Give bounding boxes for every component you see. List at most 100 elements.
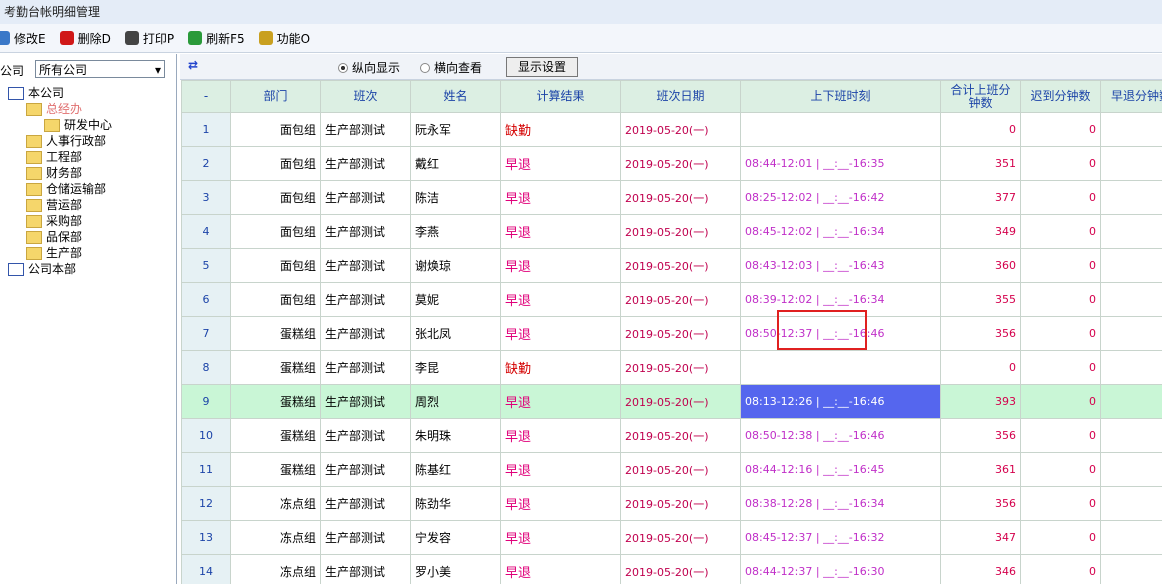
cell: 生产部测试 bbox=[320, 554, 411, 584]
folder-icon bbox=[26, 246, 42, 260]
cell: 0 bbox=[1020, 180, 1101, 215]
table-row[interactable]: 13 冻点组 生产部测试 宁发容 早退 2019-05-20(一) 08:45-12:37 … bbox=[181, 520, 1162, 555]
tree-node[interactable]: 公司本部 bbox=[8, 261, 76, 277]
tree-node[interactable]: 营运部 bbox=[26, 197, 82, 213]
sidebar: 公司 所有公司 ▾ 本公司 总经办 研发中心 人事行政部 工程部 财务部 仓储运输部 营运部 采购… bbox=[0, 54, 177, 584]
cell: 生产部测试 bbox=[320, 146, 411, 181]
cell bbox=[1100, 146, 1162, 181]
node-label: 总经办 bbox=[46, 102, 83, 116]
radio-label: 纵向显示 bbox=[352, 61, 401, 75]
cell: 冻点组 bbox=[230, 486, 321, 521]
cell bbox=[1100, 112, 1162, 147]
table-row[interactable]: 14 冻点组 生产部测试 罗小美 早退 2019-05-20(一) 08:44-12:37 … bbox=[181, 554, 1162, 584]
cell: 08:44-12:37 | __:__-16:30 bbox=[740, 554, 941, 584]
table-row[interactable]: 1 面包组 生产部测试 阮永军 缺勤 2019-05-20(一) 0 0 bbox=[181, 112, 1162, 147]
cell: 早退 bbox=[500, 554, 621, 584]
radio-vertical[interactable]: 纵向显示 bbox=[338, 59, 400, 76]
cell: 0 bbox=[940, 350, 1021, 385]
cell: 0 bbox=[1020, 486, 1101, 521]
tree-node[interactable]: 生产部 bbox=[26, 245, 82, 261]
tree-node[interactable]: 本公司 bbox=[8, 85, 64, 101]
cell: 349 bbox=[940, 214, 1021, 249]
table-row[interactable]: 8 蛋糕组 生产部测试 李昆 缺勤 2019-05-20(一) 0 0 bbox=[181, 350, 1162, 385]
cell: 蛋糕组 bbox=[230, 350, 321, 385]
cell: 2019-05-20(一) bbox=[620, 554, 741, 584]
table-row[interactable]: 2 面包组 生产部测试 戴红 早退 2019-05-20(一) 08:44-12:01 | … bbox=[181, 146, 1162, 181]
column-header: 计算结果 bbox=[500, 80, 621, 113]
cell: 早退 bbox=[500, 316, 621, 351]
cell bbox=[1100, 248, 1162, 283]
view-bar: ⇄ 纵向显示 横向查看 显示设置 bbox=[180, 54, 1162, 80]
cell: 面包组 bbox=[230, 248, 321, 283]
cell: 08:38-12:28 | __:__-16:34 bbox=[740, 486, 941, 521]
tree-node[interactable]: 采购部 bbox=[26, 213, 82, 229]
cell: 0 bbox=[940, 112, 1021, 147]
column-header: 部门 bbox=[230, 80, 321, 113]
cell: 李燕 bbox=[410, 214, 501, 249]
company-select[interactable]: 所有公司 ▾ bbox=[35, 60, 165, 78]
cell bbox=[1100, 316, 1162, 351]
cell: 早退 bbox=[500, 384, 621, 419]
cell: 面包组 bbox=[230, 282, 321, 317]
cell: 08:50-12:38 | __:__-16:46 bbox=[740, 418, 941, 453]
folder-icon bbox=[8, 86, 24, 100]
tree-node[interactable]: 研发中心 bbox=[44, 117, 112, 133]
cell: 0 bbox=[1020, 316, 1101, 351]
cell: 生产部测试 bbox=[320, 112, 411, 147]
settings-button[interactable]: 显示设置 bbox=[506, 57, 578, 77]
table-row[interactable]: 4 面包组 生产部测试 李燕 早退 2019-05-20(一) 08:45-12:02 | … bbox=[181, 214, 1162, 249]
table-row[interactable]: 3 面包组 生产部测试 陈洁 早退 2019-05-20(一) 08:25-12:02 | … bbox=[181, 180, 1162, 215]
column-header: 早退分钟数 bbox=[1100, 80, 1162, 113]
cell: 早退 bbox=[500, 418, 621, 453]
folder-icon bbox=[26, 166, 42, 180]
table-row[interactable]: 12 冻点组 生产部测试 陈劲华 早退 2019-05-20(一) 08:38-12:28 … bbox=[181, 486, 1162, 521]
tree-node[interactable]: 品保部 bbox=[26, 229, 82, 245]
cell bbox=[740, 350, 941, 385]
table-row[interactable]: 7 蛋糕组 生产部测试 张北凤 早退 2019-05-20(一) 08:50-12:37 |… bbox=[181, 316, 1162, 351]
toolbar-button[interactable]: 刷新F5 bbox=[188, 30, 245, 47]
window-title: 考勤台帐明细管理 bbox=[0, 0, 1162, 24]
node-label: 财务部 bbox=[46, 166, 83, 180]
cell: 早退 bbox=[500, 282, 621, 317]
toolbar: 修改E 删除D 打印P 刷新F5 功能O bbox=[0, 24, 1162, 53]
node-label: 营运部 bbox=[46, 198, 83, 212]
company-label: 公司 bbox=[0, 64, 25, 78]
cell: 2019-05-20(一) bbox=[620, 248, 741, 283]
toolbar-button[interactable]: 删除D bbox=[59, 30, 111, 47]
cell: 生产部测试 bbox=[320, 384, 411, 419]
table-row[interactable]: 5 面包组 生产部测试 谢焕琼 早退 2019-05-20(一) 08:43-12:03 |… bbox=[181, 248, 1162, 283]
cell: 早退 bbox=[500, 214, 621, 249]
toolbar-button[interactable]: 功能O bbox=[258, 30, 310, 47]
cell: 13 bbox=[181, 520, 231, 555]
cell: 张北凤 bbox=[410, 316, 501, 351]
cell: 早退 bbox=[500, 520, 621, 555]
tree-node[interactable]: 财务部 bbox=[26, 165, 82, 181]
table-row[interactable]: 10 蛋糕组 生产部测试 朱明珠 早退 2019-05-20(一) 08:50-12:38 … bbox=[181, 418, 1162, 453]
cell: 6 bbox=[181, 282, 231, 317]
toolbar-button[interactable]: 修改E bbox=[0, 30, 46, 47]
cell: 14 bbox=[181, 554, 231, 584]
radio-horizontal[interactable]: 横向查看 bbox=[420, 59, 482, 76]
icon bbox=[124, 31, 139, 45]
cell: 08:13-12:26 | __:__-16:46 bbox=[740, 384, 941, 419]
cell: 生产部测试 bbox=[320, 248, 411, 283]
column-header: 班次 bbox=[320, 80, 411, 113]
cell bbox=[1100, 486, 1162, 521]
cell: 0 bbox=[1020, 146, 1101, 181]
highlight-box bbox=[777, 310, 867, 350]
cell: 0 bbox=[1020, 214, 1101, 249]
cell: 5 bbox=[181, 248, 231, 283]
toolbar-button[interactable]: 打印P bbox=[124, 30, 174, 47]
cell: 2019-05-20(一) bbox=[620, 520, 741, 555]
table-row[interactable]: 9 蛋糕组 生产部测试 周烈 早退 2019-05-20(一) 08:13-12:26 | … bbox=[181, 384, 1162, 419]
tree-node[interactable]: 总经办 bbox=[26, 101, 82, 117]
cell: 蛋糕组 bbox=[230, 452, 321, 487]
cell: 2019-05-20(一) bbox=[620, 282, 741, 317]
cell: 罗小美 bbox=[410, 554, 501, 584]
cell: 0 bbox=[1020, 282, 1101, 317]
table-row[interactable]: 6 面包组 生产部测试 莫妮 早退 2019-05-20(一) 08:39-12:02 | … bbox=[181, 282, 1162, 317]
tree-node[interactable]: 人事行政部 bbox=[26, 133, 106, 149]
table-row[interactable]: 11 蛋糕组 生产部测试 陈基红 早退 2019-05-20(一) 08:44-12:16 … bbox=[181, 452, 1162, 487]
tree-node[interactable]: 工程部 bbox=[26, 149, 82, 165]
tree-node[interactable]: 仓储运输部 bbox=[26, 181, 106, 197]
